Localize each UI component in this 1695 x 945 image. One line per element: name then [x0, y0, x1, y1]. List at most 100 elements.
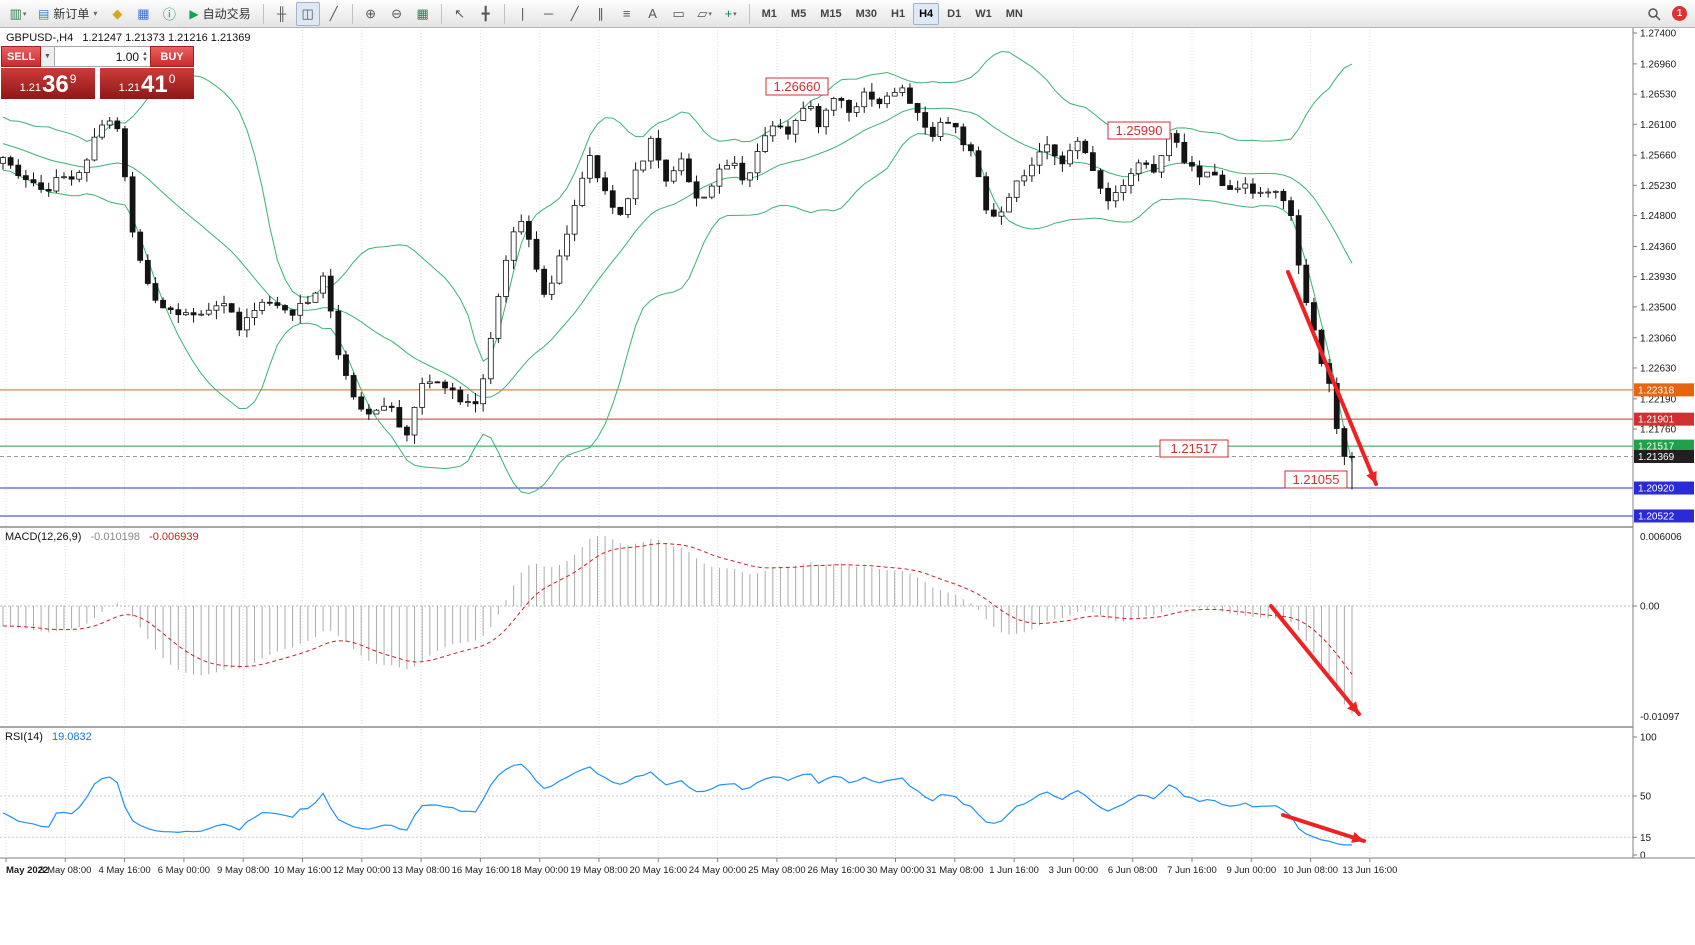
hline-tool-icon[interactable]: ─	[544, 6, 554, 21]
timeframe-w1[interactable]: W1	[975, 7, 992, 20]
shapes-tool-icon[interactable]: ▱ ▾	[697, 5, 712, 21]
svg-text:1.21760: 1.21760	[1640, 425, 1677, 436]
svg-text:20 May 16:00: 20 May 16:00	[630, 865, 688, 876]
rsi-name: RSI(14)	[5, 731, 43, 743]
buy-button[interactable]: BUY	[150, 46, 194, 67]
macd-label: MACD(12,26,9) -0.010198 -0.006939	[5, 531, 205, 543]
svg-text:13 Jun 16:00: 13 Jun 16:00	[1342, 865, 1397, 876]
timeframe-d1[interactable]: D1	[947, 7, 962, 20]
svg-text:31 May 08:00: 31 May 08:00	[926, 865, 984, 876]
cursor-icon[interactable]: ↖	[454, 5, 466, 21]
sell-price-display[interactable]: 1.21 36 9	[1, 68, 95, 99]
buy-price-sup: 0	[168, 72, 176, 86]
trade-controls-row: SELL ▼ 1.00 ▲ ▼ BUY	[1, 46, 194, 67]
level-lines[interactable]	[0, 389, 1633, 517]
channel-tool-icon[interactable]: ∥	[597, 5, 604, 21]
candles-mode-icon[interactable]: ◫	[295, 1, 320, 26]
terminal-icon[interactable]: ▦	[137, 5, 150, 21]
search-icon[interactable]	[1642, 2, 1666, 26]
sell-price-big: 36	[42, 71, 69, 98]
macd-name: MACD(12,26,9)	[5, 531, 82, 543]
price-axis[interactable]: 1.27400 1.26960 1.26530 1.26100 1.25660 1.252…	[1632, 28, 1695, 862]
zoom-out-icon[interactable]: ⊖	[391, 5, 403, 21]
trend-arrow-head	[1366, 471, 1377, 484]
indicators-icon[interactable]: + ▾	[724, 6, 737, 21]
svg-text:1.22630: 1.22630	[1640, 363, 1677, 374]
rsi-label: RSI(14) 19.0832	[5, 731, 98, 743]
volume-stepper[interactable]: ▲ ▼	[142, 51, 148, 63]
zoom-in-icon[interactable]: ⊕	[365, 5, 377, 21]
toolbar: ▥ ▾ ▤ 新订单 ▾ ◆ ▦ ⓘ ▶ 自动交易 ╫ ◫ ╱ ⊕ ⊖ ▦ ↖ ╋ ∣ ─ ╱ ∥ ≡ A ▭ ▱ ▾ + ▾ M1 M5 M1…	[0, 0, 1695, 28]
timeframe-m15[interactable]: M15	[820, 7, 842, 20]
svg-text:1.23060: 1.23060	[1640, 333, 1677, 344]
svg-text:10 May 16:00: 10 May 16:00	[274, 865, 332, 876]
volume-value: 1.00	[115, 49, 140, 64]
auto-trading-button[interactable]: ▶ 自动交易	[183, 3, 256, 25]
chart-background	[0, 28, 1695, 945]
svg-text:26 May 16:00: 26 May 16:00	[807, 865, 865, 876]
price-annotation[interactable]	[1107, 121, 1171, 140]
trend-arrow[interactable]	[1286, 270, 1378, 486]
timeframe-m5[interactable]: M5	[790, 7, 807, 20]
new-order-button[interactable]: ▤ 新订单 ▾	[32, 3, 103, 25]
trend-arrows[interactable]	[1269, 270, 1378, 843]
timeframe-h4[interactable]: H4	[913, 2, 940, 25]
svg-text:1.20920: 1.20920	[1638, 484, 1675, 495]
trend-arrow[interactable]	[1269, 604, 1361, 716]
chevron-down-icon: ▾	[708, 10, 712, 18]
trend-arrow[interactable]	[1281, 813, 1366, 843]
buy-price-display[interactable]: 1.21 41 0	[100, 68, 194, 99]
symbol-title: GBPUSD-,H4	[6, 32, 74, 44]
svg-text:1.27400: 1.27400	[1640, 29, 1677, 40]
rsi-line	[2, 763, 1352, 846]
price-tag	[1634, 383, 1694, 397]
fibo-tool-icon[interactable]: ≡	[622, 6, 631, 21]
notification-badge[interactable]: 1	[1672, 6, 1687, 21]
timeframe-m30[interactable]: M30	[855, 7, 877, 20]
crosshair-icon[interactable]: ╋	[481, 5, 490, 21]
svg-text:1.20522: 1.20522	[1638, 511, 1675, 522]
svg-text:1.26660: 1.26660	[774, 79, 821, 94]
timeframe-m1[interactable]: M1	[761, 7, 777, 20]
info-icon[interactable]: ⓘ	[162, 7, 176, 22]
metaeditor-icon[interactable]: ◆	[112, 5, 123, 21]
rsi-panel	[0, 763, 1633, 846]
svg-text:15: 15	[1640, 833, 1652, 844]
new-chart-icon[interactable]: ▥ ▾	[9, 5, 27, 21]
volume-dropdown[interactable]: ▼	[41, 46, 55, 67]
price-tag	[1634, 412, 1694, 426]
panel-separators[interactable]	[0, 526, 1695, 728]
price-tag	[1634, 481, 1694, 495]
tile-windows-icon[interactable]: ▦	[416, 5, 429, 21]
chevron-down-icon: ▼	[44, 53, 51, 60]
label-tool-icon[interactable]: ▭	[672, 5, 685, 21]
timeframe-mn[interactable]: MN	[1005, 7, 1023, 20]
volume-input[interactable]: 1.00 ▲ ▼	[55, 46, 150, 67]
sell-button[interactable]: SELL	[1, 46, 41, 67]
svg-text:50: 50	[1640, 792, 1652, 803]
trendline-tool-icon[interactable]: ╱	[570, 5, 579, 21]
price-annotation[interactable]	[765, 77, 829, 96]
text-tool-icon[interactable]: A	[648, 6, 657, 21]
price-annotation[interactable]	[1159, 439, 1229, 458]
timeframe-h1[interactable]: H1	[891, 7, 906, 20]
svg-text:3 Jun 00:00: 3 Jun 00:00	[1049, 865, 1099, 876]
new-order-label: 新订单	[53, 7, 90, 21]
price-annotation[interactable]	[1284, 470, 1348, 489]
svg-text:1.21369: 1.21369	[1638, 452, 1675, 463]
toolbar-separator	[262, 3, 264, 24]
svg-text:9 May 08:00: 9 May 08:00	[217, 865, 269, 876]
price-annotations[interactable]: 1.26660 1.25990 1.21517 1.21055	[765, 77, 1348, 489]
svg-text:19 May 08:00: 19 May 08:00	[570, 865, 628, 876]
chevron-down-icon: ▾	[22, 10, 27, 18]
line-mode-icon[interactable]: ╱	[329, 5, 338, 21]
bars-mode-icon[interactable]: ╫	[277, 6, 287, 21]
price-tag	[1634, 509, 1694, 523]
macd-panel	[0, 536, 1633, 714]
macd-signal-line	[2, 543, 1353, 675]
svg-text:1.24800: 1.24800	[1640, 211, 1677, 222]
vline-tool-icon[interactable]: ∣	[519, 5, 526, 21]
order-form-icon: ▤	[38, 6, 50, 21]
